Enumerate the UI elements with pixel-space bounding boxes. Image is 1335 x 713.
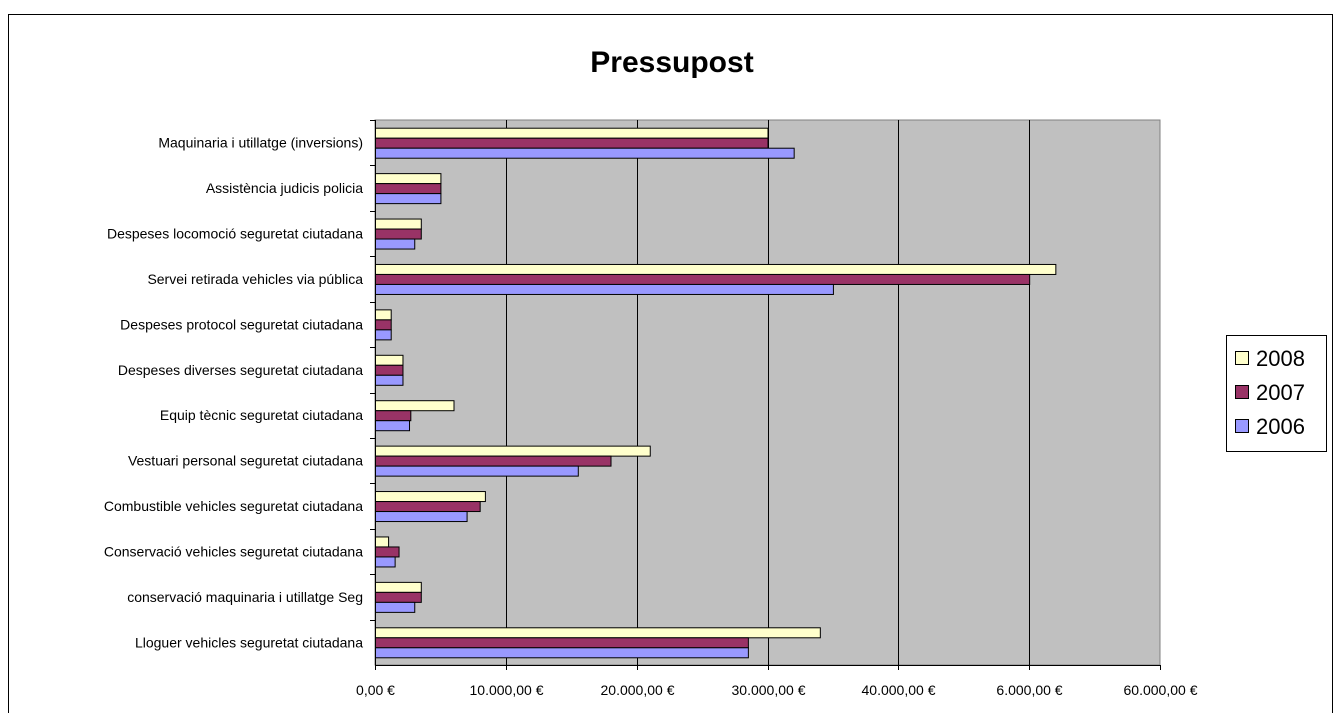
- bar-2006: [375, 329, 392, 341]
- bar-2006: [375, 147, 795, 159]
- bar-2007: [375, 546, 400, 558]
- x-tick-label: 10.000,00 €: [470, 682, 544, 698]
- category-label: Maquinaria i utillatge (inversions): [158, 135, 363, 151]
- bar-2007: [375, 273, 1031, 285]
- category-label: Combustible vehicles seguretat ciutadana: [104, 498, 363, 514]
- category-label: Despeses diverses seguretat ciutadana: [118, 362, 363, 378]
- bar-2007: [375, 228, 422, 240]
- category-label: Despeses protocol seguretat ciutadana: [120, 316, 363, 332]
- x-tick-label: 30.000,00 €: [732, 682, 806, 698]
- bar-2007: [375, 501, 481, 513]
- legend: 2008 2007 2006: [1226, 335, 1327, 452]
- bar-2006: [375, 238, 416, 250]
- x-tick-label: 0,00 €: [356, 682, 395, 698]
- legend-label-2006: 2006: [1256, 414, 1305, 439]
- bar-2006: [375, 420, 411, 432]
- category-label: Conservació vehicles seguretat ciutadana: [104, 543, 363, 559]
- bar-2007: [375, 364, 404, 376]
- legend-swatch-2006: [1235, 419, 1249, 433]
- x-tick-label: 40.000,00 €: [862, 682, 936, 698]
- bar-2008: [375, 127, 769, 139]
- bar-2007: [375, 137, 769, 149]
- bar-2006: [375, 283, 834, 295]
- category-label: Lloguer vehicles seguretat ciutadana: [135, 634, 363, 650]
- x-tick-label: 20.000,00 €: [601, 682, 675, 698]
- bar-2008: [375, 581, 422, 593]
- bar-2008: [375, 173, 442, 185]
- bar-2008: [375, 627, 821, 639]
- category-label: Equip tècnic seguretat ciutadana: [160, 407, 363, 423]
- bar-2007: [375, 183, 442, 195]
- bar-2008: [375, 536, 390, 548]
- bar-2008: [375, 263, 1057, 275]
- category-label: Despeses locomoció seguretat ciutadana: [107, 226, 363, 242]
- bar-2007: [375, 591, 422, 603]
- bar-2007: [375, 455, 612, 467]
- x-tick-label: 6.000,00 €: [996, 682, 1062, 698]
- bar-2008: [375, 445, 651, 457]
- legend-swatch-2008: [1235, 351, 1249, 365]
- bar-2008: [375, 400, 455, 412]
- bar-2006: [375, 193, 442, 205]
- bar-2006: [375, 601, 416, 613]
- category-label: conservació maquinaria i utillatge Seg: [127, 589, 363, 605]
- bar-2006: [375, 511, 468, 523]
- legend-label-2008: 2008: [1256, 346, 1305, 371]
- bar-2007: [375, 319, 392, 331]
- category-label: Servei retirada vehicles via pública: [147, 271, 363, 287]
- bar-2007: [375, 637, 749, 649]
- chart-title: Pressupost: [590, 46, 753, 79]
- legend-label-2007: 2007: [1256, 380, 1305, 405]
- bar-2008: [375, 354, 404, 366]
- category-label: Vestuari personal seguretat ciutadana: [128, 453, 363, 469]
- legend-swatch-2007: [1235, 385, 1249, 399]
- plot-background: [374, 119, 1161, 666]
- plot-area: 0,00 € 10.000,00 € 20.000,00 € 30.000,00 € 4…: [104, 119, 1198, 698]
- category-label: Assistència judicis policia: [206, 180, 363, 196]
- bar-2008: [375, 491, 486, 503]
- bar-2006: [375, 374, 404, 386]
- bar-2006: [375, 465, 579, 477]
- bar-2006: [375, 647, 749, 659]
- bar-2008: [375, 309, 392, 321]
- bar-2008: [375, 218, 422, 230]
- bar-2007: [375, 410, 412, 422]
- bar-2006: [375, 556, 396, 568]
- x-tick-label: 60.000,00 €: [1124, 682, 1198, 698]
